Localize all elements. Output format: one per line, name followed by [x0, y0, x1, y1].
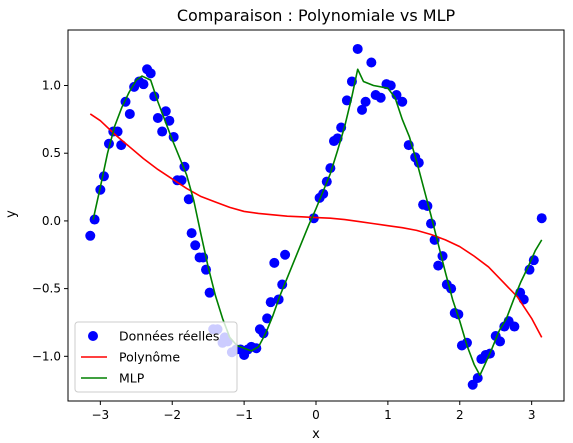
scatter-point-16 [152, 113, 163, 124]
scatter-point-100 [536, 213, 547, 224]
legend-box [74, 321, 238, 393]
scatter-point-9 [124, 108, 135, 119]
y-axis-label: y [4, 210, 19, 218]
scatter-point-18 [160, 106, 171, 117]
x-tick-label-4: 1 [384, 408, 392, 422]
plot-area [85, 43, 547, 390]
x-axis-label: x [312, 427, 320, 442]
x-tick-label-5: 2 [456, 408, 464, 422]
scatter-point-46 [265, 297, 276, 308]
legend-marker-0 [88, 331, 98, 341]
scatter-point-92 [495, 336, 506, 347]
scatter-point-95 [509, 321, 520, 332]
scatter-point-61 [352, 43, 363, 54]
scatter-point-62 [357, 104, 368, 115]
scatter-point-20 [168, 131, 179, 142]
scatter-point-97 [518, 294, 529, 305]
scatter-point-70 [397, 96, 408, 107]
x-tick-label-2: −1 [235, 408, 253, 422]
scatter-point-98 [524, 264, 535, 275]
y-tick-label-3: 0.5 [42, 146, 61, 160]
scatter-point-0 [85, 230, 96, 241]
scatter-point-26 [190, 240, 201, 251]
scatter-point-1 [89, 214, 100, 225]
x-tick-label-6: 3 [528, 408, 536, 422]
y-tick-label-1: −0.5 [32, 282, 61, 296]
scatter-point-19 [164, 115, 175, 126]
x-tick-label-3: 0 [312, 408, 320, 422]
scatter-point-14 [145, 68, 156, 79]
x-tick-label-1: −2 [163, 408, 181, 422]
scatter-point-45 [262, 313, 273, 324]
scatter-point-22 [176, 175, 187, 186]
plot-series [85, 43, 547, 390]
legend-label-1: Polynôme [119, 350, 180, 365]
legend-label-2: MLP [119, 371, 145, 386]
legend: Données réelles Polynôme MLP [74, 321, 238, 393]
y-tick-label-2: 0.0 [42, 214, 61, 228]
scatter-point-68 [385, 80, 396, 91]
scatter-point-64 [366, 57, 377, 68]
scatter-point-30 [204, 287, 215, 298]
x-tick-label-0: −3 [91, 408, 109, 422]
y-tick-label-0: −1.0 [32, 349, 61, 363]
legend-label-0: Données réelles [119, 329, 219, 344]
scatter-point-12 [138, 79, 149, 90]
scatter-point-50 [280, 249, 291, 260]
scatter-point-24 [183, 194, 194, 205]
chart-title: Comparaison : Polynomiale vs MLP [177, 6, 456, 25]
scatter-point-63 [360, 96, 371, 107]
scatter-point-47 [269, 257, 280, 268]
scatter-point-66 [375, 92, 386, 103]
scatter-point-17 [157, 126, 168, 137]
series-line-polyn-me [89, 113, 543, 338]
scatter-point-59 [341, 95, 352, 106]
scatter-point-25 [186, 228, 197, 239]
axis-ticks: −3 −2 −1 0 1 2 3 −1.0 −0.5 0.0 0.5 1.0 [32, 79, 536, 422]
series-line-mlp [92, 68, 543, 377]
scatter-point-78 [433, 260, 444, 271]
scatter-point-7 [116, 140, 127, 151]
y-tick-label-4: 1.0 [42, 79, 61, 93]
scatter-point-87 [472, 372, 483, 383]
